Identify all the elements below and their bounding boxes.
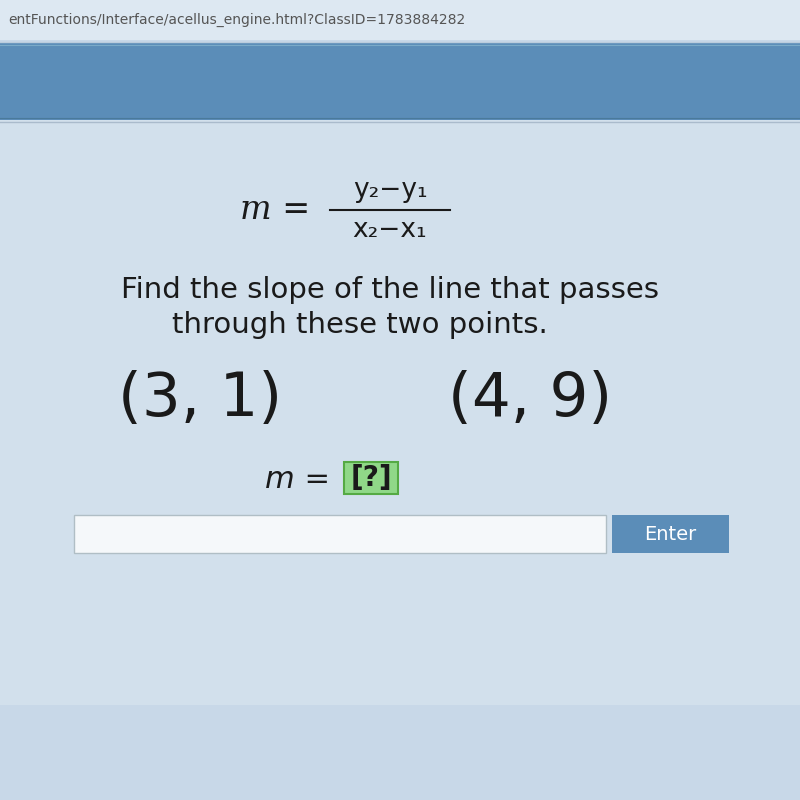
FancyBboxPatch shape: [0, 0, 800, 40]
FancyBboxPatch shape: [74, 515, 606, 553]
FancyBboxPatch shape: [0, 75, 800, 705]
Text: y₂−y₁: y₂−y₁: [353, 177, 427, 203]
Text: Enter: Enter: [644, 525, 697, 543]
Text: m =: m =: [240, 194, 310, 226]
FancyBboxPatch shape: [344, 462, 398, 494]
Text: Find the slope of the line that passes: Find the slope of the line that passes: [121, 276, 659, 304]
FancyBboxPatch shape: [0, 42, 800, 120]
Text: [?]: [?]: [350, 464, 392, 492]
Text: through these two points.: through these two points.: [172, 311, 548, 339]
Text: (4, 9): (4, 9): [448, 370, 612, 430]
Text: x₂−x₁: x₂−x₁: [353, 217, 427, 243]
Text: m =: m =: [266, 466, 340, 494]
FancyBboxPatch shape: [612, 515, 729, 553]
Text: (3, 1): (3, 1): [118, 370, 282, 430]
Text: entFunctions/Interface/acellus_engine.html?ClassID=1783884282: entFunctions/Interface/acellus_engine.ht…: [8, 13, 466, 27]
